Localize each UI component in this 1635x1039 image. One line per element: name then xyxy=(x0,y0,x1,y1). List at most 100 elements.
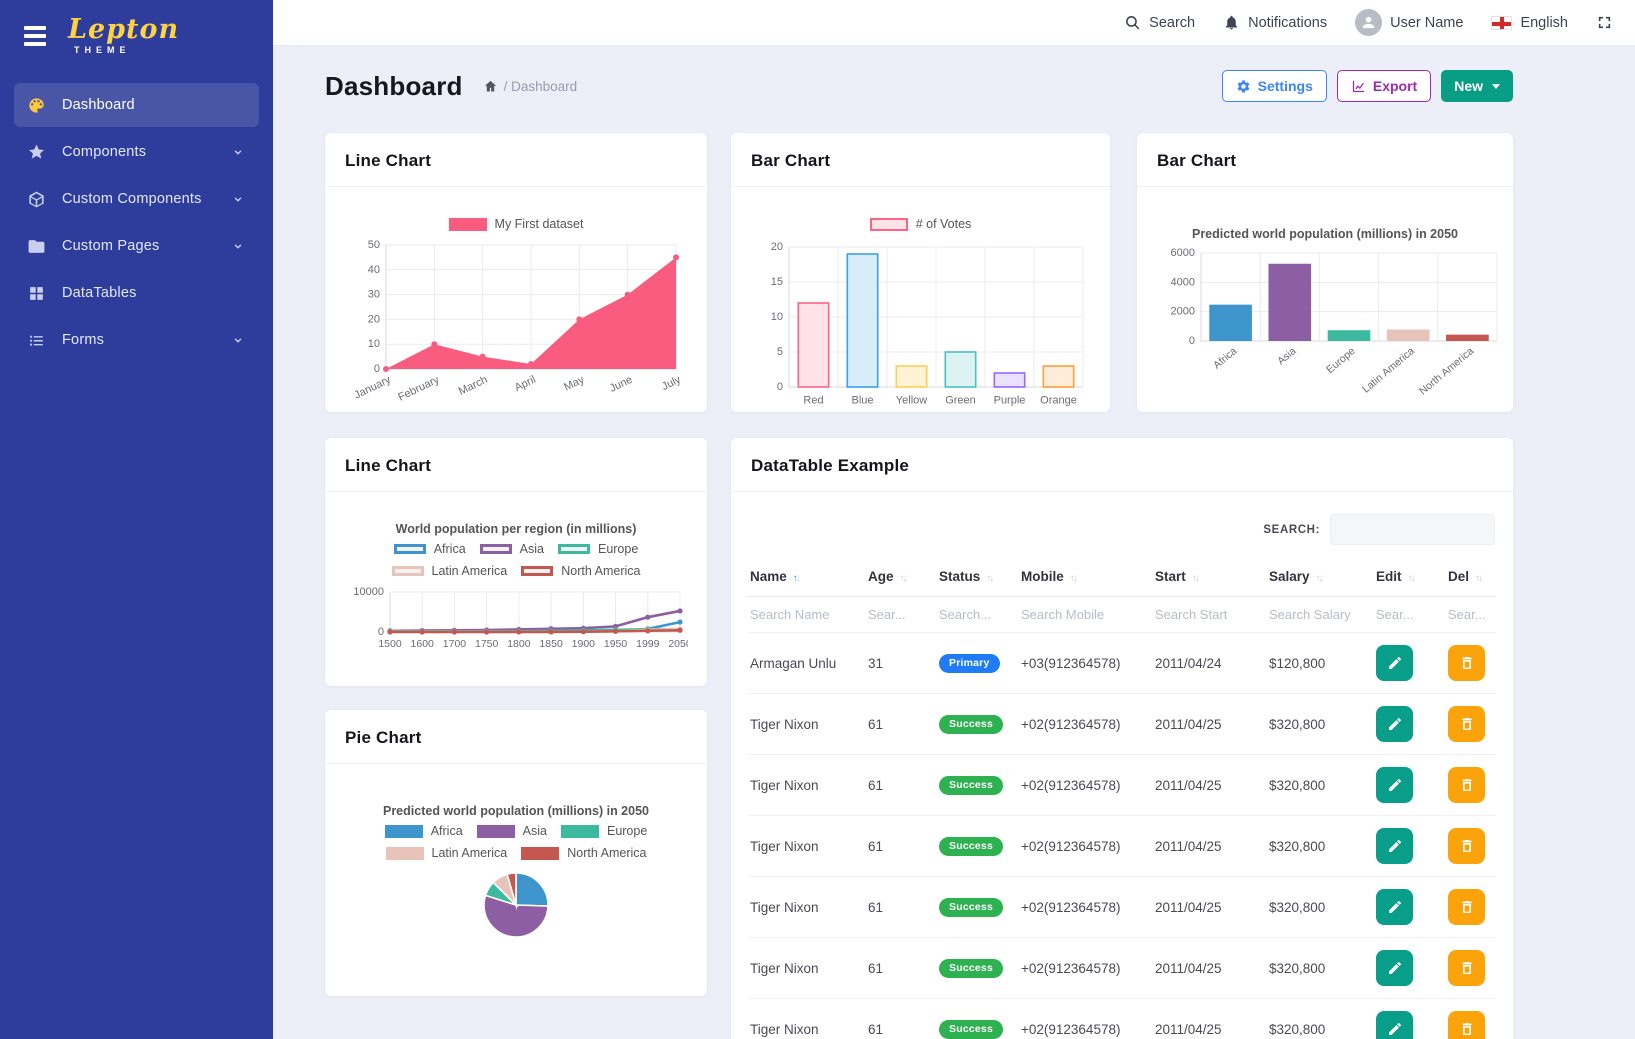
chart-legend: Africa Asia Europe Latin America North Ameri… xyxy=(339,542,693,578)
legend-swatch xyxy=(393,544,426,554)
legend-label: Africa xyxy=(433,542,466,556)
column-header-del[interactable]: Del ↑↓ xyxy=(1446,559,1496,597)
user-menu[interactable]: User Name xyxy=(1355,9,1463,36)
cell-mobile: +02(912364578) xyxy=(1019,998,1153,1039)
edit-button[interactable] xyxy=(1376,767,1413,803)
card-datatable: DataTable Example SEARCH: Name ↑↓ Age ↑↓ Sta… xyxy=(731,438,1513,1039)
column-header-salary[interactable]: Salary ↑↓ xyxy=(1267,559,1374,597)
edit-button[interactable] xyxy=(1376,889,1413,925)
legend-item[interactable]: Europe xyxy=(560,824,647,838)
edit-button[interactable] xyxy=(1376,950,1413,986)
column-label: Salary xyxy=(1269,569,1310,584)
legend-item[interactable]: Latin America xyxy=(385,846,507,860)
language-menu[interactable]: English xyxy=(1491,15,1568,31)
filter-input-mobile[interactable] xyxy=(1021,607,1143,622)
sidebar-item-label: Custom Components xyxy=(62,191,202,207)
legend-swatch xyxy=(521,846,560,860)
delete-button[interactable] xyxy=(1448,889,1485,925)
legend-label: Africa xyxy=(430,824,463,838)
column-label: Mobile xyxy=(1021,569,1064,584)
legend-swatch xyxy=(557,544,590,554)
filter-input-salary[interactable] xyxy=(1269,607,1365,622)
caret-down-icon xyxy=(1492,83,1500,89)
breadcrumb[interactable]: / Dashboard xyxy=(483,79,577,94)
legend-item[interactable]: Latin America xyxy=(391,564,507,578)
filter-input-status[interactable] xyxy=(939,607,1012,622)
cell-mobile: +02(912364578) xyxy=(1019,754,1153,816)
legend-item[interactable]: Africa xyxy=(384,824,463,838)
filter-input-name[interactable] xyxy=(750,607,857,622)
user-icon xyxy=(1362,16,1375,29)
cell-start: 2011/04/25 xyxy=(1153,693,1267,755)
filter-input-del[interactable] xyxy=(1448,607,1490,622)
legend-item[interactable]: Asia xyxy=(476,824,547,838)
sidebar-item-forms[interactable]: Forms xyxy=(14,318,259,362)
logo[interactable]: Lepton THEME xyxy=(68,16,179,55)
sort-arrows-icon: ↑↓ xyxy=(792,573,801,584)
sidebar-item-datatables[interactable]: DataTables xyxy=(14,271,259,315)
fullscreen-icon xyxy=(1598,16,1611,29)
legend-label: Asia xyxy=(522,824,547,838)
cell-mobile: +02(912364578) xyxy=(1019,815,1153,877)
table-search-input[interactable] xyxy=(1330,514,1495,545)
sidebar-item-custom-components[interactable]: Custom Components xyxy=(14,177,259,221)
legend-item[interactable]: # of Votes xyxy=(869,217,971,231)
filter-input-age[interactable] xyxy=(868,607,930,622)
settings-button[interactable]: Settings xyxy=(1221,70,1327,102)
datatable: Name ↑↓ Age ↑↓ Status ↑↓ Mobile ↑↓ Start ↑↓ Salary… xyxy=(748,559,1496,1039)
filter-input-edit[interactable] xyxy=(1376,607,1439,622)
legend-label: North America xyxy=(567,846,647,860)
search-icon xyxy=(1126,16,1140,30)
legend-item[interactable]: North America xyxy=(521,846,646,860)
column-header-mobile[interactable]: Mobile ↑↓ xyxy=(1019,559,1153,597)
edit-button[interactable] xyxy=(1376,645,1413,681)
card-title: Line Chart xyxy=(345,151,432,170)
column-header-start[interactable]: Start ↑↓ xyxy=(1153,559,1267,597)
delete-button[interactable] xyxy=(1448,1011,1485,1039)
search-button[interactable]: Search xyxy=(1124,14,1195,31)
delete-button[interactable] xyxy=(1448,645,1485,681)
legend-item[interactable]: Europe xyxy=(557,542,638,556)
card-title: Pie Chart xyxy=(345,728,422,747)
table-row: Tiger Nixon 61 Success +02(912364578) 2011/0… xyxy=(748,876,1496,938)
logo-text: Lepton xyxy=(68,14,180,45)
delete-button[interactable] xyxy=(1448,706,1485,742)
home-icon xyxy=(484,80,496,91)
cell-name: Tiger Nixon xyxy=(748,876,866,938)
column-header-status[interactable]: Status ↑↓ xyxy=(937,559,1019,597)
fullscreen-button[interactable] xyxy=(1596,14,1613,31)
new-button[interactable]: New xyxy=(1441,70,1513,102)
notifications-button[interactable]: Notifications xyxy=(1223,14,1327,31)
sidebar-item-components[interactable]: Components xyxy=(14,130,259,174)
legend-swatch xyxy=(391,566,424,576)
edit-button[interactable] xyxy=(1376,706,1413,742)
menu-toggle-button[interactable] xyxy=(24,25,46,46)
edit-button[interactable] xyxy=(1376,1011,1413,1039)
sort-arrows-icon: ↑↓ xyxy=(986,573,994,584)
line-chart-area: My First dataset xyxy=(325,207,707,425)
sidebar-item-dashboard[interactable]: Dashboard xyxy=(14,83,259,127)
legend-item[interactable]: Africa xyxy=(393,542,466,556)
legend-item[interactable]: Asia xyxy=(479,542,544,556)
edit-button[interactable] xyxy=(1376,828,1413,864)
legend-item[interactable]: North America xyxy=(521,564,640,578)
column-label: Edit xyxy=(1376,569,1402,584)
line-chart-regions: World population per region (in millions… xyxy=(325,512,707,678)
cell-name: Tiger Nixon xyxy=(748,815,866,877)
filter-input-start[interactable] xyxy=(1155,607,1258,622)
delete-button[interactable] xyxy=(1448,767,1485,803)
column-header-age[interactable]: Age ↑↓ xyxy=(866,559,937,597)
cell-start: 2011/04/25 xyxy=(1153,754,1267,816)
column-header-edit[interactable]: Edit ↑↓ xyxy=(1374,559,1446,597)
status-badge: Success xyxy=(939,897,1004,917)
column-header-name[interactable]: Name ↑↓ xyxy=(748,559,866,597)
legend-item[interactable]: My First dataset xyxy=(448,217,583,231)
sidebar-item-label: Custom Pages xyxy=(62,238,160,254)
status-badge: Success xyxy=(939,836,1004,856)
sidebar-item-custom-pages[interactable]: Custom Pages xyxy=(14,224,259,268)
export-button[interactable]: Export xyxy=(1336,70,1432,102)
delete-button[interactable] xyxy=(1448,828,1485,864)
legend-swatch xyxy=(384,824,423,838)
delete-button[interactable] xyxy=(1448,950,1485,986)
